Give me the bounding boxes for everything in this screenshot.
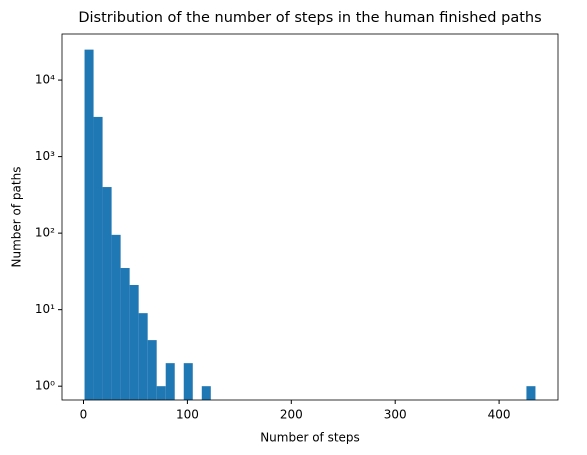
bar [526,386,536,400]
chart-title: Distribution of the number of steps in t… [78,10,541,26]
x-tick-label: 200 [280,408,303,422]
x-tick-label: 100 [176,408,199,422]
x-tick-label: 0 [80,408,88,422]
bar [183,363,193,400]
bar [138,313,148,400]
y-tick-label: 10³ [35,149,55,163]
y-tick-label: 10⁴ [35,73,55,87]
bar [129,285,139,400]
bar [147,340,157,400]
y-tick-label: 10⁰ [35,379,55,393]
bar [84,49,94,401]
plot-frame [61,33,559,401]
y-tick-label: 10¹ [35,302,55,316]
bar [102,187,112,400]
x-tick-label: 300 [384,408,407,422]
bar [156,386,166,400]
bar [111,234,121,400]
bar [93,116,103,401]
y-tick-label: 10² [35,226,55,240]
bar [201,386,211,400]
x-tick-label: 400 [488,408,511,422]
bar [165,363,175,400]
y-axis-label: Number of paths [10,167,24,268]
bar [120,268,130,400]
x-axis-label: Number of steps [260,431,360,445]
